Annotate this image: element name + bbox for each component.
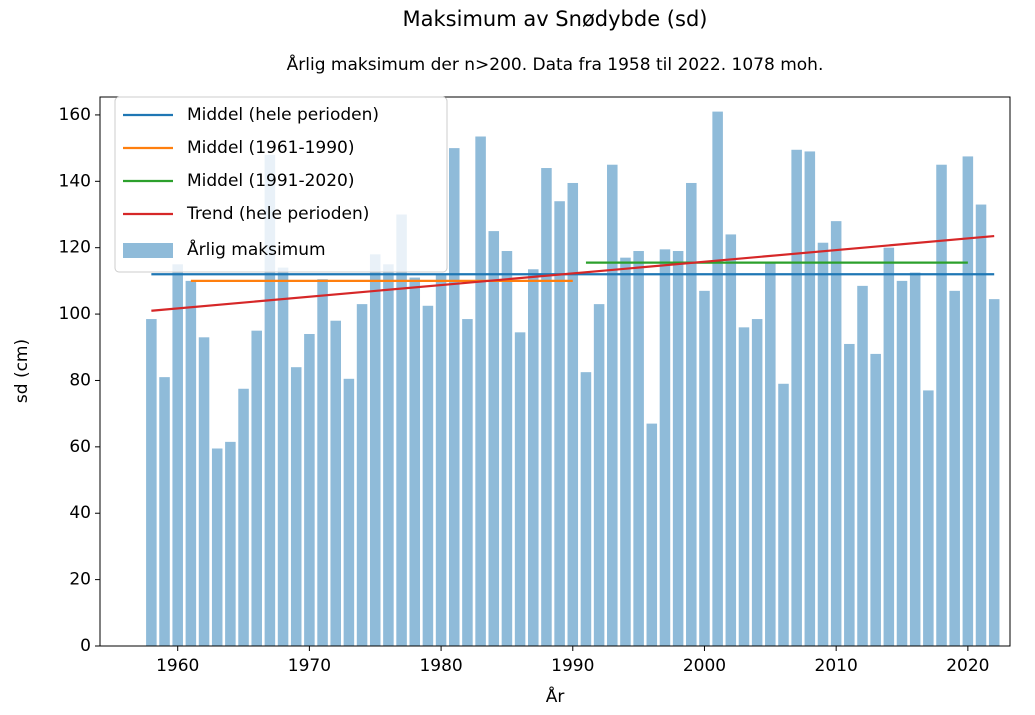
bar: [712, 111, 723, 646]
bar: [251, 330, 262, 646]
bar: [343, 378, 355, 646]
x-axis-label: År: [546, 685, 565, 707]
bar: [317, 279, 328, 646]
legend-box: [114, 96, 448, 273]
bar: [580, 372, 592, 646]
bar: [975, 204, 987, 647]
bar: [435, 274, 447, 646]
y-tick-label: 140: [59, 171, 91, 191]
bar: [909, 272, 921, 646]
bar: [159, 377, 170, 646]
bar: [475, 136, 486, 647]
bar: [514, 332, 526, 646]
bar: [383, 264, 394, 646]
bar: [304, 333, 315, 646]
bar: [528, 269, 539, 646]
y-tick-label: 20: [69, 570, 91, 590]
plot-frame: [99, 96, 1011, 647]
bar: [172, 264, 183, 646]
bar: [593, 304, 605, 646]
x-tick-label: 2010: [815, 656, 858, 676]
bar: [422, 305, 434, 646]
y-tick-label: 0: [80, 636, 91, 656]
bar: [817, 242, 829, 646]
bar: [567, 182, 579, 646]
bar: [988, 299, 1000, 646]
bar: [396, 214, 407, 646]
x-tick-label: 1990: [551, 656, 594, 676]
bar: [883, 247, 895, 646]
bar: [672, 251, 684, 646]
y-tick-label: 80: [69, 370, 91, 390]
x-tick-label: 2020: [946, 656, 989, 676]
bar: [238, 388, 249, 646]
bar: [146, 319, 157, 646]
bar: [659, 249, 671, 646]
bar: [857, 285, 868, 646]
bar: [804, 151, 816, 646]
bar: [369, 254, 381, 647]
y-tick-label: 40: [69, 503, 91, 523]
bar: [211, 448, 223, 646]
x-tick-label: 1960: [156, 656, 199, 676]
bar: [751, 319, 763, 646]
bar: [791, 149, 802, 646]
bar: [949, 290, 960, 646]
legend-swatch: [123, 243, 173, 258]
bar: [778, 383, 789, 646]
legend-label: Årlig maksimum: [187, 238, 326, 260]
bar: [198, 337, 210, 646]
bar: [870, 353, 881, 646]
bar: [607, 164, 618, 646]
bar: [488, 231, 500, 646]
bar: [225, 441, 236, 646]
line: [151, 234, 995, 312]
y-axis-label: sd (cm): [12, 339, 32, 403]
bar: [896, 280, 908, 646]
bar: [725, 234, 737, 646]
chart-title: Maksimum av Snødybde (sd): [403, 7, 708, 31]
bar: [554, 201, 565, 646]
bar: [699, 290, 710, 646]
bar: [462, 319, 473, 646]
legend-label: Middel (1961-1990): [187, 138, 355, 158]
bar: [356, 304, 368, 646]
x-tick-label: 2000: [683, 656, 726, 676]
bar: [765, 262, 776, 646]
bar: [185, 280, 197, 646]
bar: [686, 182, 697, 646]
bar: [448, 148, 460, 646]
y-tick-label: 60: [69, 437, 91, 457]
legend-label: Middel (1991-2020): [187, 171, 355, 191]
bar: [923, 390, 934, 646]
y-tick-label: 160: [59, 105, 91, 125]
bar: [738, 327, 750, 646]
bar: [646, 423, 658, 646]
bar: [330, 320, 341, 646]
y-tick-label: 100: [59, 304, 91, 324]
bar: [620, 257, 631, 646]
bar: [962, 156, 974, 646]
bar: [277, 267, 289, 646]
bar: [830, 221, 842, 647]
chart-subtitle: Årlig maksimum der n>200. Data fra 1958 …: [287, 53, 824, 75]
legend-label: Middel (hele perioden): [187, 105, 379, 125]
bar: [541, 168, 552, 646]
bar: [264, 154, 276, 647]
x-tick-label: 1980: [419, 656, 462, 676]
bar: [844, 343, 855, 646]
x-tick-label: 1970: [288, 656, 331, 676]
bar: [633, 251, 644, 646]
legend-label: Trend (hele perioden): [186, 204, 369, 224]
bar: [290, 367, 302, 646]
bar: [936, 164, 947, 646]
bar: [409, 277, 421, 646]
y-tick-label: 120: [59, 238, 91, 258]
bar: [501, 251, 513, 646]
